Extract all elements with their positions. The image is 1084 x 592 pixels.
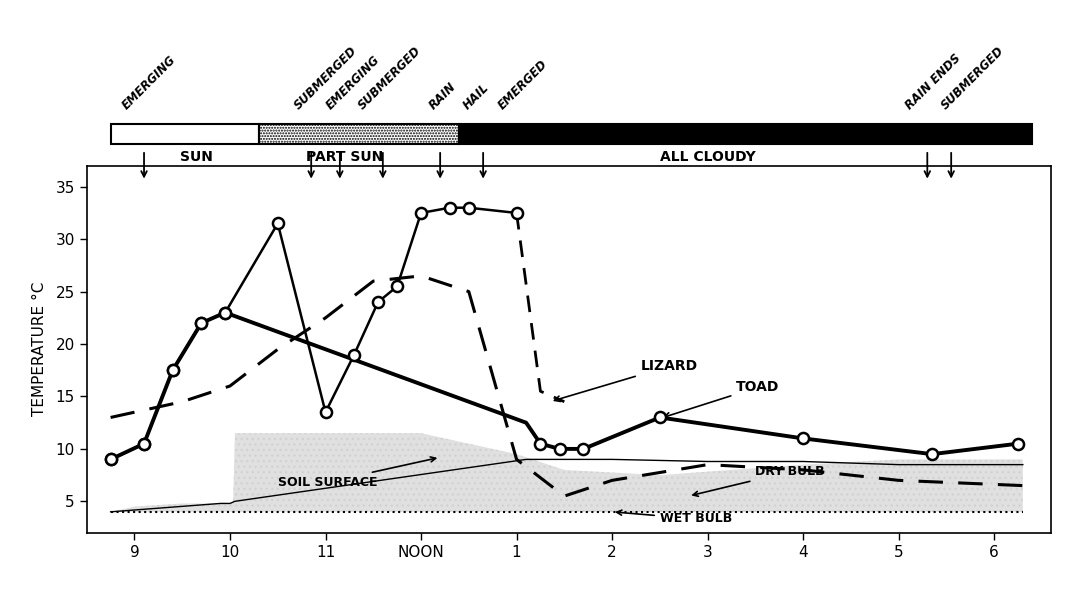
Bar [460,124,1032,144]
Text: SUBMERGED: SUBMERGED [292,44,360,112]
Text: SUBMERGED: SUBMERGED [939,44,1007,112]
Text: SOIL SURFACE: SOIL SURFACE [278,457,436,488]
Text: EMERGED: EMERGED [495,58,550,112]
Text: RAIN: RAIN [427,81,459,112]
Text: RAIN ENDS: RAIN ENDS [903,52,964,112]
Text: EMERGING: EMERGING [120,54,179,112]
Text: EMERGING: EMERGING [324,54,383,112]
Bar [111,124,259,144]
Y-axis label: TEMPERATURE °C: TEMPERATURE °C [33,282,48,416]
Text: SUN: SUN [180,150,214,163]
Bar [259,124,460,144]
Text: LIZARD: LIZARD [554,359,698,401]
Text: SUBMERGED: SUBMERGED [356,44,424,112]
Text: ALL CLOUDY: ALL CLOUDY [660,150,756,163]
Text: WET BULB: WET BULB [617,510,732,525]
Text: TOAD: TOAD [664,380,779,418]
Text: DRY BULB: DRY BULB [693,465,825,496]
Text: HAIL: HAIL [461,82,492,112]
Text: PART SUN: PART SUN [306,150,384,163]
